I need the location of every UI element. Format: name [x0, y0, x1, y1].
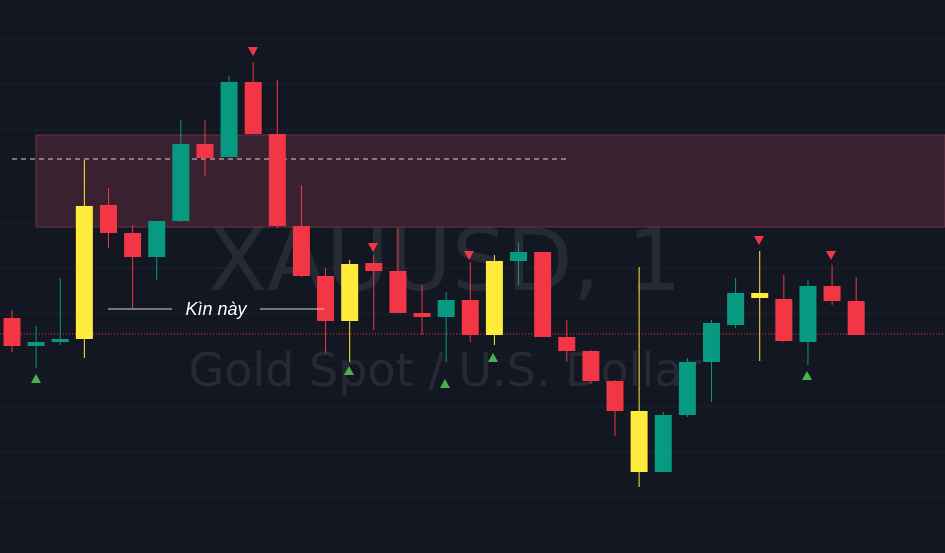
- candle-body: [268, 134, 286, 226]
- candle-body: [751, 293, 769, 298]
- candle-body: [582, 351, 600, 381]
- candle-body: [630, 411, 648, 472]
- sell-signal: [754, 236, 764, 245]
- candle-body: [341, 264, 359, 321]
- annotation: Kìn này: [185, 299, 247, 319]
- buy-signal: [440, 379, 450, 388]
- buy-signal: [488, 353, 498, 362]
- candle-body: [148, 221, 166, 257]
- watermark-subtitle: Gold Spot / U.S. Dollar: [189, 343, 702, 397]
- candle-body: [678, 362, 696, 415]
- candle-body: [606, 381, 624, 411]
- candle-body: [124, 233, 142, 257]
- candle-body: [413, 313, 431, 317]
- buy-signal: [802, 371, 812, 380]
- candle-body: [389, 271, 407, 313]
- candle-body: [775, 299, 793, 341]
- candle-body: [510, 252, 528, 261]
- candle-body: [292, 226, 310, 276]
- candle-body: [365, 263, 383, 271]
- candle-body: [534, 252, 552, 337]
- sell-signal: [248, 47, 258, 56]
- candle-body: [196, 144, 214, 158]
- candle-body: [847, 301, 865, 335]
- sell-signal: [368, 243, 378, 252]
- sell-signal: [464, 251, 474, 260]
- signals: [31, 47, 836, 388]
- watermark-title: XAUUSD, 1: [208, 211, 682, 311]
- candle-body: [172, 144, 190, 221]
- buy-signal: [31, 374, 41, 383]
- candle-body: [3, 318, 21, 346]
- buy-signal: [344, 366, 354, 375]
- candle-body: [27, 342, 45, 346]
- candle-body: [99, 205, 117, 233]
- candle-body: [485, 261, 503, 335]
- candle-body: [823, 286, 841, 301]
- candle-body: [220, 82, 238, 157]
- candle-body: [558, 337, 576, 351]
- candles: [3, 62, 865, 487]
- candle-body: [654, 415, 672, 472]
- candle-body: [75, 206, 93, 339]
- candle-body: [799, 286, 817, 342]
- sell-signal: [826, 251, 836, 260]
- candle-body: [727, 293, 745, 325]
- candle-body: [437, 300, 455, 317]
- candle-body: [461, 300, 479, 335]
- candle-body: [244, 82, 262, 134]
- candle-body: [317, 276, 335, 321]
- candle-body: [51, 339, 69, 342]
- candle-body: [702, 323, 720, 362]
